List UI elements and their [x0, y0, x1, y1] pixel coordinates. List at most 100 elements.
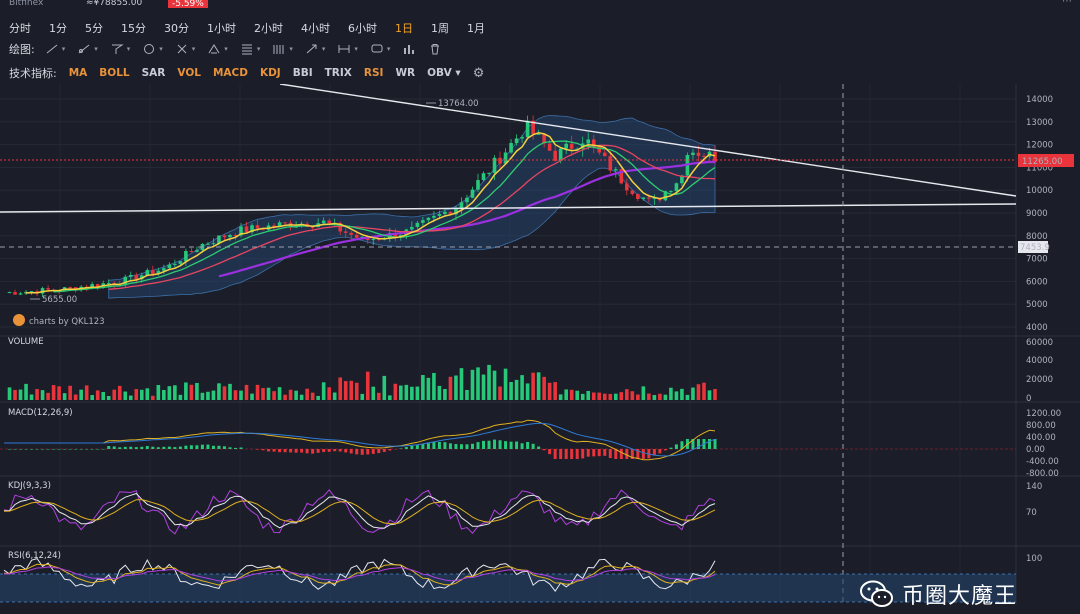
- macd-bar: [162, 446, 166, 449]
- candle-body: [410, 226, 414, 230]
- candle-body: [151, 270, 155, 275]
- macd-bar: [482, 440, 486, 449]
- macd-bar: [267, 449, 271, 452]
- macd-bar: [498, 440, 502, 449]
- candle-body: [564, 143, 568, 149]
- interval-1[interactable]: 1分: [49, 22, 67, 35]
- range-tool-icon[interactable]: ▾: [337, 43, 358, 55]
- interval-0[interactable]: 分时: [9, 22, 31, 35]
- indicator-0[interactable]: MA: [68, 67, 88, 79]
- candle-body: [184, 251, 188, 262]
- indicator-5[interactable]: KDJ: [259, 67, 281, 79]
- pitchfork-tool-icon[interactable]: ▾: [207, 43, 228, 55]
- macd-bar: [608, 449, 612, 459]
- interval-5[interactable]: 1小时: [207, 22, 236, 35]
- candle-body: [674, 183, 679, 192]
- interval-8[interactable]: 6小时: [348, 22, 377, 35]
- candle-body: [68, 287, 72, 289]
- macd-bar: [421, 443, 425, 449]
- volume-bar: [503, 368, 508, 400]
- cross-tool-icon[interactable]: ▾: [175, 43, 195, 55]
- fib-tool-icon[interactable]: ▾: [240, 43, 260, 55]
- candle-body: [321, 220, 326, 224]
- interval-7[interactable]: 4小时: [301, 22, 330, 35]
- candle-body: [503, 152, 508, 164]
- volume-bar: [663, 394, 668, 400]
- macd-bar: [504, 441, 508, 449]
- macd-bar: [222, 446, 226, 449]
- candle-body: [162, 268, 166, 271]
- volume-bar: [558, 394, 563, 400]
- rsi12-line: [3, 563, 716, 586]
- volume-bar: [46, 392, 50, 400]
- volume-bar: [338, 377, 343, 400]
- volume-bar: [332, 392, 337, 400]
- interval-2[interactable]: 5分: [85, 22, 103, 35]
- macd-bar: [696, 439, 700, 449]
- candle-body: [702, 155, 706, 157]
- comment-tool-icon[interactable]: ▾: [370, 43, 390, 55]
- measure-tool-icon[interactable]: [402, 43, 416, 55]
- volume-bar: [29, 394, 34, 400]
- indicator-2[interactable]: SAR: [141, 67, 166, 79]
- price-tick-0: 14000: [1026, 95, 1053, 105]
- volume-bar: [211, 390, 216, 400]
- resistance-trendline: [279, 84, 1017, 197]
- macd-tick-3: 0.00: [1026, 445, 1045, 455]
- candle-body: [498, 157, 502, 164]
- candle-body: [492, 157, 497, 173]
- volume-bar: [625, 389, 629, 400]
- interval-6[interactable]: 2小时: [254, 22, 283, 35]
- candle-body: [46, 288, 50, 290]
- more-icon[interactable]: ⋯: [1062, 0, 1072, 7]
- macd-dea-line: [4, 422, 716, 457]
- macd-bar: [630, 449, 634, 459]
- interval-3[interactable]: 15分: [121, 22, 146, 35]
- indicator-8[interactable]: RSI: [363, 67, 384, 79]
- candle-body: [696, 152, 701, 156]
- indicator-4[interactable]: MACD: [212, 67, 248, 79]
- volume-bar: [591, 392, 596, 400]
- candle-body: [531, 120, 535, 135]
- volume-bar: [299, 394, 304, 400]
- line-tool-icon[interactable]: ▾: [45, 43, 65, 55]
- indicator-6[interactable]: BBI: [292, 67, 313, 79]
- interval-11[interactable]: 1月: [467, 22, 485, 35]
- arrow-tool-icon[interactable]: ▾: [305, 43, 325, 55]
- macd-bar: [129, 446, 133, 449]
- indicator-10[interactable]: OBV ▾: [427, 67, 461, 79]
- candle-body: [40, 288, 45, 294]
- circle-tool-icon[interactable]: ▾: [142, 43, 163, 55]
- macd-bar: [349, 449, 353, 454]
- interval-4[interactable]: 30分: [164, 22, 189, 35]
- volume-bar: [669, 387, 673, 400]
- volume-bar: [217, 383, 221, 400]
- trash-icon[interactable]: [428, 43, 442, 55]
- volume-bar: [294, 390, 298, 400]
- candle-body: [13, 292, 17, 295]
- indicator-1[interactable]: BOLL: [99, 67, 130, 79]
- macd-histogram: [8, 439, 717, 459]
- volume-tick-3: 0: [1026, 394, 1031, 404]
- interval-9[interactable]: 1日: [395, 22, 413, 35]
- macd-bar: [680, 441, 684, 449]
- indicator-9[interactable]: WR: [395, 67, 416, 79]
- high-label: 13764.00: [438, 99, 479, 109]
- macd-bar: [300, 449, 304, 453]
- macd-bar: [415, 445, 419, 449]
- fork-tool-icon[interactable]: ▾: [110, 43, 130, 55]
- macd-bar: [68, 449, 72, 450]
- interval-10[interactable]: 1周: [431, 22, 449, 35]
- volume-bar: [228, 383, 232, 400]
- channel-tool-icon[interactable]: ▾: [272, 43, 293, 55]
- macd-bar: [707, 439, 711, 449]
- ray-tool-icon[interactable]: ▾: [77, 43, 98, 55]
- indicator-7[interactable]: TRIX: [324, 67, 352, 79]
- macd-bar: [278, 449, 282, 453]
- indicator-3[interactable]: VOL: [177, 67, 201, 79]
- volume-bar: [139, 389, 144, 400]
- candle-body: [233, 235, 238, 237]
- settings-gear-icon[interactable]: ⚙: [472, 65, 485, 81]
- candlestick-chart[interactable]: 14000 13000 12000 11000 10000 9000 8000 7000 600…: [0, 84, 1080, 614]
- macd-bar: [178, 446, 182, 449]
